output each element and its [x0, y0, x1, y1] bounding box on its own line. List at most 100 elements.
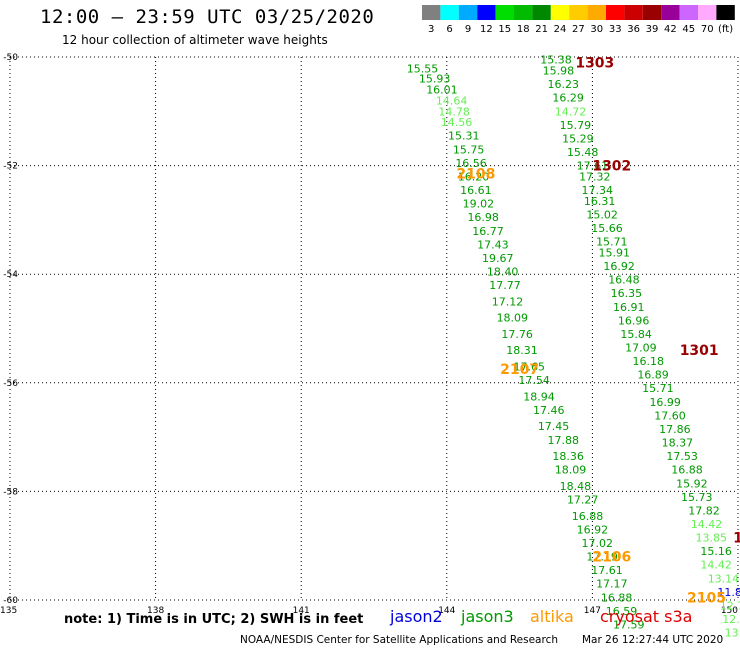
swh-value: 17.17 — [596, 578, 628, 591]
colorbar-swatch — [698, 5, 717, 20]
colorbar-label: 24 — [554, 24, 567, 35]
footer-note: note: 1) Time is in UTC; 2) SWH is in fe… — [64, 612, 364, 627]
colorbar-swatch — [716, 5, 735, 20]
swh-value: 16.88 — [601, 591, 633, 604]
swh-value: 14.64 — [436, 94, 468, 107]
track-label: 1 — [733, 531, 740, 547]
swh-value: 16.99 — [649, 396, 681, 409]
colorbar-swatch — [550, 5, 570, 20]
colorbar-label: 21 — [535, 24, 548, 35]
swh-value: 17.43 — [477, 238, 509, 251]
swh-value: 18.48 — [560, 480, 592, 493]
swh-value: 14.72 — [555, 105, 587, 118]
y-axis-ticks: -50 -52 -54 -56 -58 -60 — [3, 53, 18, 606]
swh-value: 18.09 — [555, 464, 587, 477]
colorbar-label: 12 — [480, 24, 493, 35]
colorbar-swatch — [477, 5, 496, 20]
credit-line: NOAA/NESDIS Center for Satellite Applica… — [240, 634, 558, 646]
y-tick-label: -52 — [3, 162, 18, 172]
swh-value: 16.01 — [426, 84, 458, 97]
y-tick-label: -56 — [3, 379, 18, 389]
swh-value: 15.98 — [543, 65, 575, 78]
colorbar-swatch — [422, 5, 441, 20]
track-labels: 1303 1302 2108 2107 1301 2106 2105 1 — [456, 55, 740, 606]
x-tick-label: 144 — [438, 606, 455, 616]
swh-value: 17.60 — [654, 409, 686, 422]
swh-value: 17.45 — [538, 420, 570, 433]
swh-value: 16.92 — [603, 260, 635, 273]
x-tick-label: 147 — [584, 606, 601, 616]
colorbar-label: 45 — [682, 24, 695, 35]
swh-value: 16.59 — [606, 605, 638, 618]
swh-value: 16.31 — [584, 195, 616, 208]
swh-value: 15.91 — [598, 246, 630, 259]
swh-value: 16.56 — [455, 157, 487, 170]
swh-value: 17.86 — [659, 423, 691, 436]
swh-value: 18.94 — [523, 390, 555, 403]
swh-value: 15.66 — [591, 222, 623, 235]
swh-value: 16.88 — [671, 464, 703, 477]
swh-value: 15.92 — [676, 477, 708, 490]
colorbar-swatch — [458, 5, 478, 20]
colorbar-label: 70 — [701, 24, 714, 35]
colorbar-label: 39 — [646, 24, 659, 35]
colorbar-label: 42 — [664, 24, 677, 35]
swh-value: 13.16 — [725, 627, 740, 640]
colorbar-label: (ft) — [718, 24, 733, 35]
swh-value: 18.31 — [506, 344, 538, 357]
colorbar-swatch — [514, 5, 533, 20]
x-tick-label: 138 — [147, 606, 164, 616]
plot-grid — [9, 56, 739, 601]
swh-value: 15.71 — [596, 236, 628, 249]
colorbar-label: 36 — [627, 24, 640, 35]
swh-value: 14.42 — [691, 518, 723, 531]
track-label: 1302 — [592, 159, 631, 175]
track-label: 1301 — [680, 343, 719, 359]
colorbar-label: 27 — [572, 24, 585, 35]
track-label: 2106 — [592, 550, 631, 566]
swh-value: 15.79 — [560, 119, 592, 132]
colorbar-swatch — [587, 5, 606, 20]
swh-value: 14.56 — [441, 116, 473, 129]
swh-value: 13.14 — [708, 572, 740, 585]
colorbar-swatch — [569, 5, 588, 20]
swh-value: 15.31 — [448, 130, 480, 143]
swh-value: 16.77 — [472, 225, 504, 238]
y-tick-label: -54 — [3, 270, 18, 280]
x-axis-ticks: 135 138 141 144 147 150 — [0, 606, 738, 616]
swh-value: 15.84 — [620, 328, 652, 341]
swh-value: 13.85 — [696, 532, 728, 545]
swh-value: 18.37 — [662, 437, 694, 450]
swh-value: 17.09 — [625, 342, 657, 355]
swh-value: 16.96 — [618, 314, 650, 327]
swh-value: 17.46 — [533, 404, 565, 417]
plot-title: 12:00 – 23:59 UTC 03/25/2020 — [40, 6, 375, 28]
swh-value: 16.18 — [632, 355, 664, 368]
swh-value: 15.48 — [567, 146, 599, 159]
swh-value: 17.61 — [591, 564, 623, 577]
swh-value: 15.75 — [453, 143, 485, 156]
swh-value: 12.12 — [722, 613, 740, 626]
swh-value: 17.32 — [579, 170, 611, 183]
swh-value: 15.38 — [540, 54, 572, 67]
swh-value: 15.55 — [407, 62, 439, 75]
colorbar-label: 33 — [609, 24, 622, 35]
swh-data-points: 15.5515.9316.0114.6414.7814.5615.3115.75… — [407, 54, 740, 640]
swh-value: 17.77 — [489, 279, 521, 292]
swh-value: 17.88 — [548, 434, 580, 447]
track-label: 2108 — [456, 167, 495, 183]
colorbar-label: 15 — [498, 24, 511, 35]
swh-value: 11.87 — [717, 586, 740, 599]
swh-value: 19.67 — [482, 252, 514, 265]
colorbar-label: 6 — [446, 24, 452, 35]
swh-value: 15.16 — [700, 545, 732, 558]
swh-value: 17.34 — [582, 184, 614, 197]
swh-value: 16.91 — [613, 301, 645, 314]
swh-value: 16.61 — [460, 184, 492, 197]
colorbar-swatch — [661, 5, 680, 20]
swh-value: 16.23 — [548, 78, 580, 91]
colorbar-swatch — [606, 5, 625, 20]
track-label: 2105 — [687, 590, 726, 606]
